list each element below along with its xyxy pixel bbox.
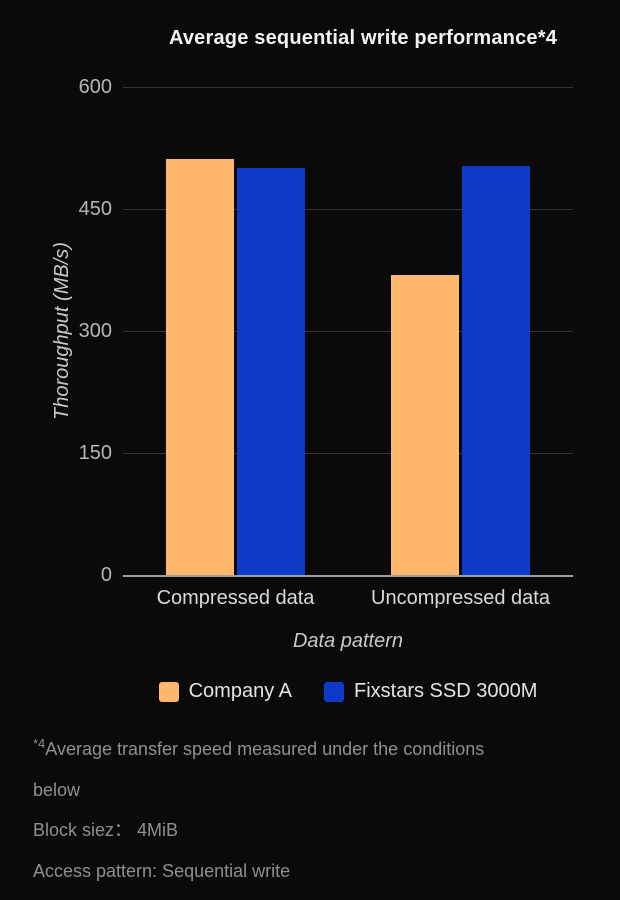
x-category-label-uncompressed-data: Uncompressed data bbox=[371, 587, 550, 609]
footnote-line-4: Access pattern: Sequential write bbox=[33, 860, 291, 881]
bar-fixstars-ssd-3000m-compressed-data bbox=[237, 168, 305, 575]
legend-label-fixstars-ssd-3000m: Fixstars SSD 3000M bbox=[354, 680, 538, 702]
bar-company-a-uncompressed-data bbox=[391, 275, 459, 575]
gridline-450 bbox=[123, 208, 573, 210]
footnote-superscript: *4 bbox=[33, 736, 46, 751]
gridline-150 bbox=[123, 452, 573, 454]
x-category-label-compressed-data: Compressed data bbox=[156, 587, 315, 609]
legend-swatch-company-a bbox=[158, 681, 179, 702]
footnote-line-3: Block siez： 4MiB bbox=[33, 820, 179, 840]
y-tick-label-300: 300 bbox=[78, 320, 112, 342]
x-axis-title: Data pattern bbox=[292, 630, 404, 652]
legend-item-fixstars-ssd-3000m[interactable]: Fixstars SSD 3000M bbox=[324, 680, 537, 703]
legend-swatch-fixstars-ssd-3000m bbox=[324, 681, 344, 702]
chart-title: Average sequential write performance*4 bbox=[168, 27, 558, 49]
x-axis-line bbox=[123, 575, 573, 577]
legend-label-company-a: Company A bbox=[188, 680, 292, 702]
bar-fixstars-ssd-3000m-uncompressed-data bbox=[462, 166, 530, 575]
footnote-line-2: below bbox=[33, 779, 81, 800]
gridline-600 bbox=[123, 86, 573, 88]
bar-company-a-compressed-data bbox=[166, 159, 234, 575]
performance-chart: Average sequential write performance*4 T… bbox=[51, 27, 573, 702]
legend-item-company-a[interactable]: Company A bbox=[158, 680, 292, 703]
footnote-line-1: *4Average transfer speed measured under … bbox=[33, 736, 485, 759]
x-axis-title-wrap: Data pattern bbox=[198, 629, 498, 653]
footnotes: *4Average transfer speed measured under … bbox=[33, 729, 599, 891]
plot-area bbox=[123, 86, 573, 575]
y-tick-label-600: 600 bbox=[78, 76, 112, 98]
gridline-300 bbox=[123, 330, 573, 332]
chart-legend: Company A Fixstars SSD 3000M bbox=[123, 680, 573, 703]
y-tick-label-0: 0 bbox=[100, 564, 112, 586]
y-tick-label-450: 450 bbox=[78, 198, 112, 220]
y-tick-label-150: 150 bbox=[78, 442, 112, 464]
